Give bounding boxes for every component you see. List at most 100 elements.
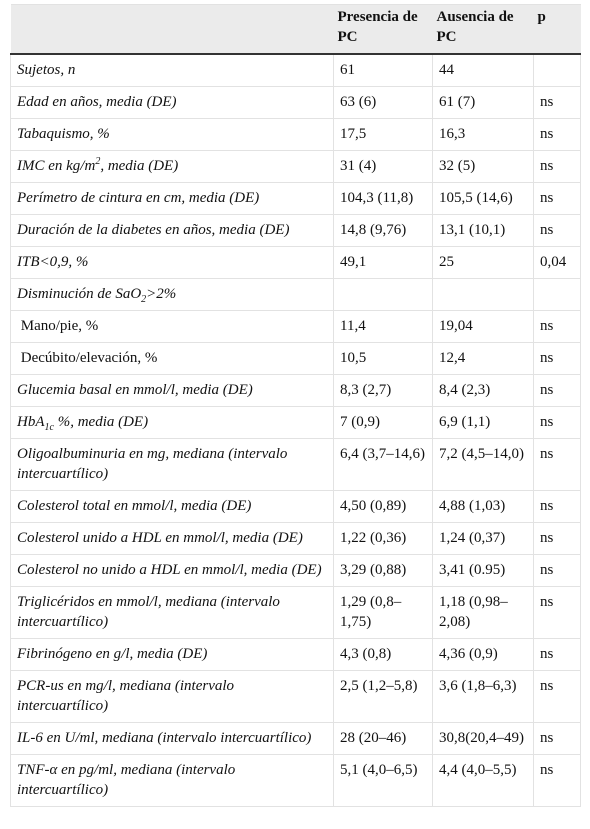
- label-text: Tabaquismo, %: [17, 126, 110, 142]
- label-text: PCR-us en mg/l, mediana (intervalo inter…: [17, 678, 238, 714]
- value-cell: 17,5: [333, 118, 433, 151]
- label-text: HbA: [17, 414, 45, 430]
- value-cell: 105,5 (14,6): [432, 182, 534, 215]
- label-text: %, media (DE): [53, 414, 149, 430]
- label-text: Triglicéridos en mmol/l, mediana (interv…: [17, 594, 284, 630]
- value-cell: 61 (7): [432, 86, 534, 119]
- value-cell: 3,6 (1,8–6,3): [432, 670, 534, 723]
- value-cell: 8,3 (2,7): [333, 374, 433, 407]
- table-row: Edad en años, media (DE) 63 (6) 61 (7) ns: [10, 86, 581, 119]
- table-row: IMC en kg/m2, media (DE) 31 (4) 32 (5) ns: [10, 150, 581, 183]
- value-cell: ns: [533, 374, 581, 407]
- value-cell: 28 (20–46): [333, 722, 433, 755]
- value-cell: 30,8(20,4–49): [432, 722, 534, 755]
- value-cell: 1,24 (0,37): [432, 522, 534, 555]
- table-row: TNF-α en pg/ml, mediana (intervalo inter…: [10, 754, 581, 807]
- table-row: HbA1c %, media (DE) 7 (0,9) 6,9 (1,1) ns: [10, 406, 581, 439]
- row-label: Decúbito/elevación, %: [10, 342, 334, 375]
- value-cell: 16,3: [432, 118, 534, 151]
- label-text: >2%: [146, 286, 177, 302]
- value-cell: 13,1 (10,1): [432, 214, 534, 247]
- label-text: Colesterol total en mmol/l, media (DE): [17, 498, 252, 514]
- row-label: Sujetos, n: [10, 53, 334, 87]
- table-row: Perímetro de cintura en cm, media (DE) 10…: [10, 182, 581, 215]
- table-body: Sujetos, n 61 44 Edad en años, media (DE) 63…: [10, 53, 581, 807]
- value-cell: 63 (6): [333, 86, 433, 119]
- value-cell: ns: [533, 182, 581, 215]
- header-row: Presencia de PC Ausencia de PC p: [10, 4, 581, 55]
- table-row: Colesterol unido a HDL en mmol/l, media …: [10, 522, 581, 555]
- label-text: ITB<0,9, %: [17, 254, 89, 270]
- value-cell: ns: [533, 342, 581, 375]
- label-text: Oligoalbuminuria en mg, mediana (interva…: [17, 446, 292, 482]
- value-cell: 4,88 (1,03): [432, 490, 534, 523]
- value-cell: ns: [533, 150, 581, 183]
- value-cell: 31 (4): [333, 150, 433, 183]
- table-row: Colesterol no unido a HDL en mmol/l, med…: [10, 554, 581, 587]
- value-cell: ns: [533, 586, 581, 639]
- subscript: 1c: [44, 422, 54, 433]
- value-cell: [533, 53, 581, 87]
- row-label: PCR-us en mg/l, mediana (intervalo inter…: [10, 670, 334, 723]
- table-row: Decúbito/elevación, % 10,5 12,4 ns: [10, 342, 581, 375]
- table-row: Triglicéridos en mmol/l, mediana (interv…: [10, 586, 581, 639]
- value-cell: [432, 278, 534, 311]
- row-label: Colesterol unido a HDL en mmol/l, media …: [10, 522, 334, 555]
- table-row: Sujetos, n 61 44: [10, 53, 581, 87]
- table-row: Oligoalbuminuria en mg, mediana (interva…: [10, 438, 581, 491]
- value-cell: 3,41 (0.95): [432, 554, 534, 587]
- row-label: Fibrinógeno en g/l, media (DE): [10, 638, 334, 671]
- value-cell: 4,36 (0,9): [432, 638, 534, 671]
- label-text: Mano/pie, %: [17, 318, 99, 334]
- label-text: Duración de la diabetes en años, media (…: [17, 222, 290, 238]
- row-label: Disminución de SaO2>2%: [10, 278, 334, 311]
- value-cell: 11,4: [333, 310, 433, 343]
- table-row: ITB<0,9, % 49,1 25 0,04: [10, 246, 581, 279]
- value-cell: ns: [533, 638, 581, 671]
- label-text: TNF-α en pg/ml, mediana (intervalo inter…: [17, 762, 240, 798]
- value-cell: 49,1: [333, 246, 433, 279]
- value-cell: ns: [533, 754, 581, 807]
- row-label: Colesterol total en mmol/l, media (DE): [10, 490, 334, 523]
- value-cell: 8,4 (2,3): [432, 374, 534, 407]
- row-label: Mano/pie, %: [10, 310, 334, 343]
- label-text: Sujetos, n: [17, 62, 76, 78]
- row-label: Oligoalbuminuria en mg, mediana (interva…: [10, 438, 334, 491]
- row-label: Perímetro de cintura en cm, media (DE): [10, 182, 334, 215]
- table-row: Disminución de SaO2>2%: [10, 278, 581, 311]
- value-cell: ns: [533, 554, 581, 587]
- value-cell: 12,4: [432, 342, 534, 375]
- row-label: Edad en años, media (DE): [10, 86, 334, 119]
- value-cell: 6,4 (3,7–14,6): [333, 438, 433, 491]
- label-text: Fibrinógeno en g/l, media (DE): [17, 646, 208, 662]
- value-cell: 1,22 (0,36): [333, 522, 433, 555]
- value-cell: 4,4 (4,0–5,5): [432, 754, 534, 807]
- value-cell: 10,5: [333, 342, 433, 375]
- value-cell: ns: [533, 86, 581, 119]
- value-cell: 0,04: [533, 246, 581, 279]
- table-row: Tabaquismo, % 17,5 16,3 ns: [10, 118, 581, 151]
- table-row: Mano/pie, % 11,4 19,04 ns: [10, 310, 581, 343]
- header-cell: [10, 4, 334, 55]
- value-cell: 25: [432, 246, 534, 279]
- row-label: TNF-α en pg/ml, mediana (intervalo inter…: [10, 754, 334, 807]
- row-label: IMC en kg/m2, media (DE): [10, 150, 334, 183]
- value-cell: 3,29 (0,88): [333, 554, 433, 587]
- row-label: Triglicéridos en mmol/l, mediana (interv…: [10, 586, 334, 639]
- label-text: , media (DE): [100, 158, 179, 174]
- row-label: Colesterol no unido a HDL en mmol/l, med…: [10, 554, 334, 587]
- label-text: Glucemia basal en mmol/l, media (DE): [17, 382, 253, 398]
- table-row: PCR-us en mg/l, mediana (intervalo inter…: [10, 670, 581, 723]
- value-cell: ns: [533, 490, 581, 523]
- value-cell: ns: [533, 406, 581, 439]
- table-row: Glucemia basal en mmol/l, media (DE) 8,3 …: [10, 374, 581, 407]
- row-label: Glucemia basal en mmol/l, media (DE): [10, 374, 334, 407]
- value-cell: ns: [533, 522, 581, 555]
- header-cell: Ausencia de PC: [432, 4, 534, 55]
- value-cell: 19,04: [432, 310, 534, 343]
- value-cell: [333, 278, 433, 311]
- row-label: Duración de la diabetes en años, media (…: [10, 214, 334, 247]
- header-cell: Presencia de PC: [333, 4, 433, 55]
- value-cell: ns: [533, 670, 581, 723]
